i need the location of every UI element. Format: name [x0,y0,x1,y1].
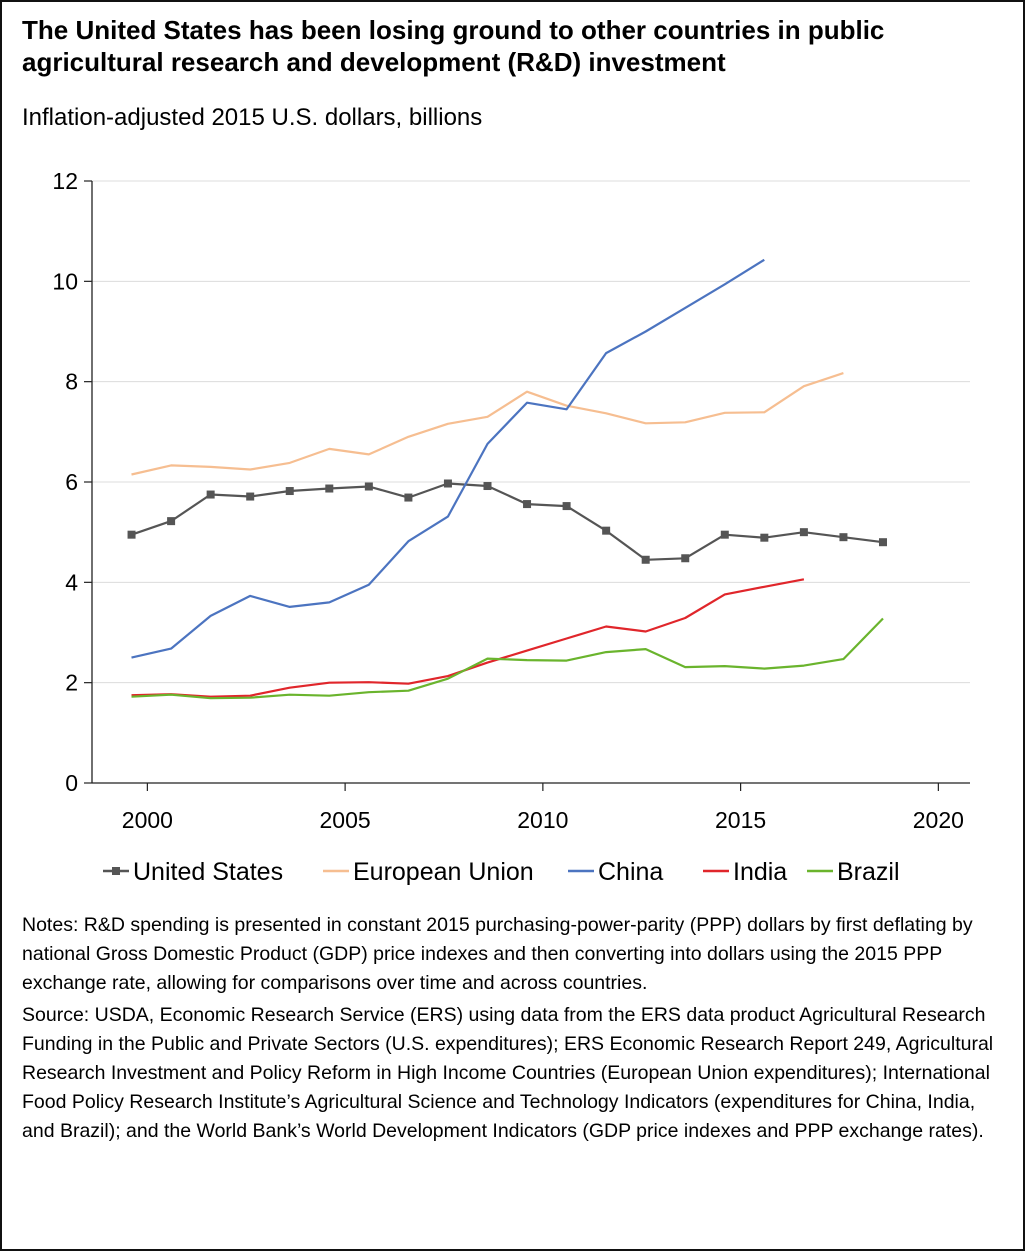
data-point-united-states [443,479,452,488]
y-tick-label: 6 [65,469,78,495]
y-tick-label: 0 [65,770,78,796]
x-tick-label: 2000 [122,807,173,833]
series-line-brazil [131,617,884,700]
source-text: Source: USDA, Economic Research Service … [22,1004,994,1142]
y-tick-label: 12 [52,168,78,194]
data-point-united-states [760,533,769,542]
y-tick-label: 2 [65,670,78,696]
y-tick-label: 8 [65,369,78,395]
data-point-united-states [325,484,334,493]
line-chart: 0 2 4 6 8 10 12 2000 2005 2010 2015 2020 United Stat… [52,168,970,886]
series-line-china [131,258,765,659]
series-line-india [131,578,805,698]
data-point-united-states [878,538,887,547]
chart-title: The United States has been losing ground… [22,15,885,77]
notes-section: Notes: R&D spending is presented in cons… [22,911,1007,1149]
x-tick-label: 2010 [517,807,568,833]
data-point-united-states [681,554,690,563]
data-point-united-states [483,482,492,491]
data-point-united-states [404,493,413,502]
legend-label-china: China [598,858,663,886]
data-point-united-states [720,530,729,539]
data-point-united-states [523,500,532,509]
data-point-united-states [602,526,611,535]
data-point-united-states [285,487,294,496]
x-tick-label: 2005 [320,807,371,833]
data-point-united-states [839,533,848,542]
x-tick-label: 2020 [913,807,964,833]
data-point-united-states [641,555,650,564]
x-tick-label: 2015 [715,807,766,833]
legend-marker [112,867,120,875]
y-tick-label: 10 [52,268,78,294]
legend-label-european-union: European Union [353,858,534,886]
series-line-european-union [131,372,844,476]
data-point-united-states [364,482,373,491]
y-axis-label: Inflation-adjusted 2015 U.S. dollars, bi… [22,104,483,131]
data-point-united-states [562,502,571,511]
legend-label-united-states: United States [133,858,283,886]
y-tick-label: 4 [65,569,78,595]
series-line-united-states [131,482,884,561]
data-point-united-states [206,490,215,499]
data-point-united-states [799,528,808,537]
legend-label-india: India [733,858,787,886]
notes-text: Notes: R&D spending is presented in cons… [22,914,973,994]
data-point-united-states [246,492,255,501]
data-point-united-states [127,530,136,539]
data-point-united-states [167,517,176,526]
legend-label-brazil: Brazil [837,858,900,886]
